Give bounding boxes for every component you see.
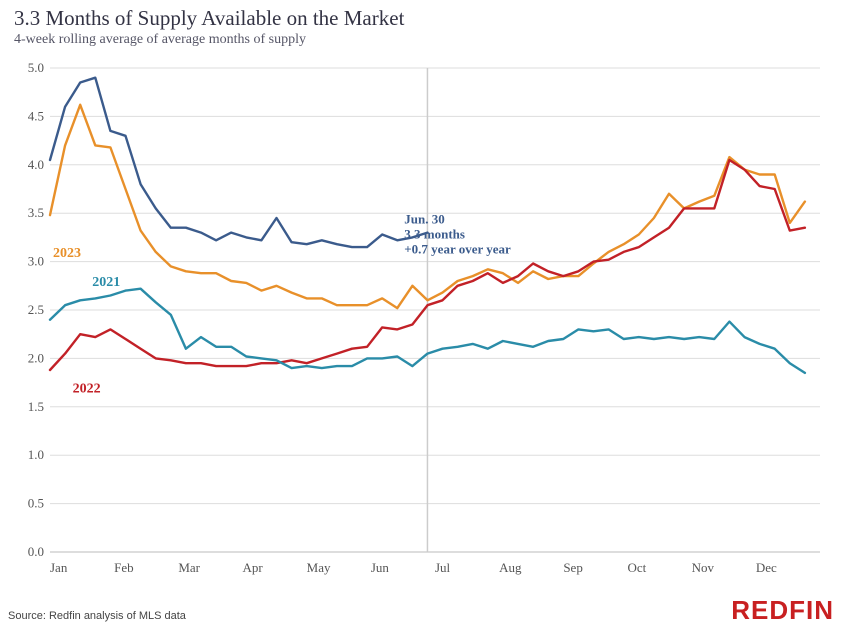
x-tick-label: Jul <box>435 560 451 575</box>
plot-area: 0.00.51.01.52.02.53.03.54.04.55.0JanFebM… <box>40 60 830 580</box>
chart-subtitle: 4-week rolling average of average months… <box>14 32 306 48</box>
x-tick-label: Feb <box>114 560 133 575</box>
x-tick-label: May <box>307 560 331 575</box>
x-tick-label: Jan <box>50 560 68 575</box>
y-tick-label: 0.5 <box>28 496 44 511</box>
y-tick-label: 3.5 <box>28 205 44 220</box>
x-tick-label: Sep <box>563 560 583 575</box>
callout-line: +0.7 year over year <box>404 242 511 257</box>
y-tick-label: 1.5 <box>28 399 44 414</box>
chart-title: 3.3 Months of Supply Available on the Ma… <box>14 6 404 31</box>
y-tick-label: 5.0 <box>28 60 44 75</box>
y-tick-label: 0.0 <box>28 544 44 559</box>
y-tick-label: 4.0 <box>28 157 44 172</box>
y-tick-label: 2.5 <box>28 302 44 317</box>
x-tick-label: Aug <box>499 560 522 575</box>
source-text: Source: Redfin analysis of MLS data <box>8 610 186 622</box>
series-label-2022: 2022 <box>73 381 101 396</box>
series-2024 <box>50 78 428 247</box>
x-tick-label: Nov <box>692 560 715 575</box>
chart-svg: 0.00.51.01.52.02.53.03.54.04.55.0JanFebM… <box>40 60 830 580</box>
callout-line: 3.3 months <box>404 227 465 242</box>
x-tick-label: Oct <box>628 560 647 575</box>
y-tick-label: 2.0 <box>28 350 44 365</box>
y-tick-label: 1.0 <box>28 447 44 462</box>
x-tick-label: Jun <box>371 560 390 575</box>
callout-line: Jun. 30 <box>404 212 444 227</box>
chart-container: 3.3 Months of Supply Available on the Ma… <box>0 0 848 630</box>
brand-logo: REDFIN <box>731 595 834 626</box>
x-tick-label: Dec <box>756 560 777 575</box>
y-tick-label: 4.5 <box>28 108 44 123</box>
series-label-2023: 2023 <box>53 246 81 261</box>
y-tick-label: 3.0 <box>28 254 44 269</box>
x-tick-label: Apr <box>243 560 264 575</box>
x-tick-label: Mar <box>178 560 200 575</box>
series-label-2021: 2021 <box>92 275 120 290</box>
